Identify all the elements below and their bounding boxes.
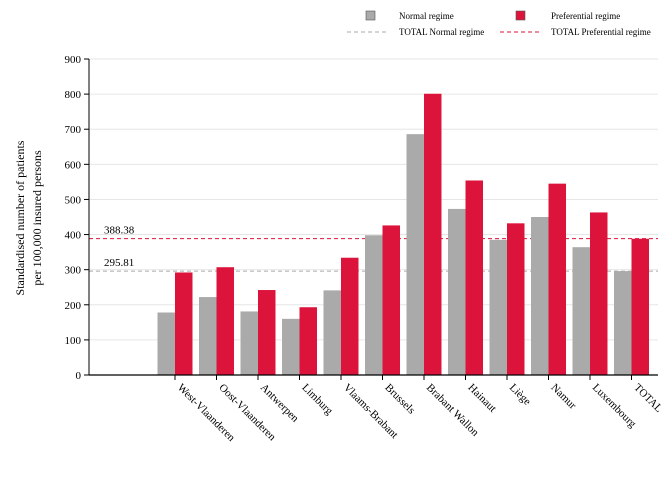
bar-preferential bbox=[382, 225, 400, 375]
bar-normal bbox=[406, 134, 424, 375]
bar-normal bbox=[448, 208, 466, 375]
y-tick-label: 500 bbox=[65, 194, 82, 206]
bar-normal bbox=[282, 318, 300, 375]
y-tick-label: 600 bbox=[65, 159, 82, 171]
x-tick-label: Limburg bbox=[299, 382, 335, 418]
axes bbox=[84, 58, 658, 380]
x-tick-label: Brussels bbox=[382, 382, 417, 417]
legend-label-total-preferential: TOTAL Preferential regime bbox=[551, 27, 651, 37]
bar-preferential bbox=[341, 257, 359, 375]
bar-preferential bbox=[507, 223, 525, 375]
bar-preferential bbox=[216, 267, 234, 375]
bar-normal bbox=[157, 312, 175, 375]
bar-preferential bbox=[299, 307, 317, 375]
y-tick-label: 700 bbox=[65, 124, 82, 136]
y-tick-label: 800 bbox=[65, 89, 82, 101]
y-tick-label: 200 bbox=[65, 300, 82, 312]
y-tick-label: 300 bbox=[65, 265, 82, 277]
bar-preferential bbox=[424, 93, 442, 375]
bar-preferential bbox=[258, 290, 276, 375]
bar-preferential bbox=[590, 212, 608, 375]
y-tick-label: 100 bbox=[65, 335, 82, 347]
y-tick-labels: 0 100 200 300 400 500 600 700 800 900 bbox=[65, 54, 82, 382]
legend-label-normal: Normal regime bbox=[399, 11, 454, 21]
reference-lines: 295.81 388.38 bbox=[89, 225, 658, 272]
bar-normal bbox=[240, 311, 258, 375]
legend-label-preferential: Preferential regime bbox=[551, 11, 620, 21]
x-tick-label: TOTAL bbox=[631, 382, 664, 415]
reference-line-label: 388.38 bbox=[104, 225, 135, 237]
bar-normal bbox=[323, 290, 341, 375]
bar-normal bbox=[199, 297, 217, 375]
bar-preferential bbox=[175, 272, 193, 375]
x-tick-label: Antwerpen bbox=[258, 382, 301, 425]
x-tick-label: Namur bbox=[548, 382, 578, 412]
legend-swatch-normal bbox=[365, 10, 376, 21]
bar-normal bbox=[531, 217, 549, 375]
y-axis-title: Standardised number of patients per 100,… bbox=[13, 140, 44, 295]
bar-normal bbox=[489, 239, 507, 375]
y-tick-label: 900 bbox=[65, 54, 82, 66]
x-tick-label: Liège bbox=[507, 382, 533, 408]
bar-normal bbox=[572, 247, 590, 375]
y-axis-title-line-2: per 100,000 insured persons bbox=[30, 150, 44, 286]
y-tick-label: 0 bbox=[76, 370, 82, 382]
x-tick-labels: West-VlaanderenOost-VlaanderenAntwerpenL… bbox=[175, 382, 665, 445]
bar-preferential bbox=[465, 180, 483, 375]
bar-preferential bbox=[631, 238, 649, 375]
bar-normal bbox=[614, 271, 632, 375]
x-tick-label: Hainaut bbox=[465, 382, 498, 415]
bars bbox=[157, 93, 649, 375]
bar-preferential bbox=[548, 183, 566, 375]
y-axis-title-line-1: Standardised number of patients bbox=[13, 140, 27, 295]
legend-label-total-normal: TOTAL Normal regime bbox=[399, 27, 484, 37]
y-tick-label: 400 bbox=[65, 230, 82, 242]
legend-swatch-preferential bbox=[515, 10, 526, 21]
legend: Normal regime Preferential regime TOTAL … bbox=[347, 10, 651, 37]
reference-line-label: 295.81 bbox=[104, 257, 134, 269]
bar-normal bbox=[365, 235, 383, 375]
